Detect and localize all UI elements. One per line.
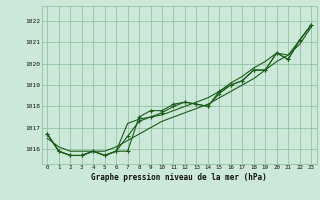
- X-axis label: Graphe pression niveau de la mer (hPa): Graphe pression niveau de la mer (hPa): [91, 173, 267, 182]
